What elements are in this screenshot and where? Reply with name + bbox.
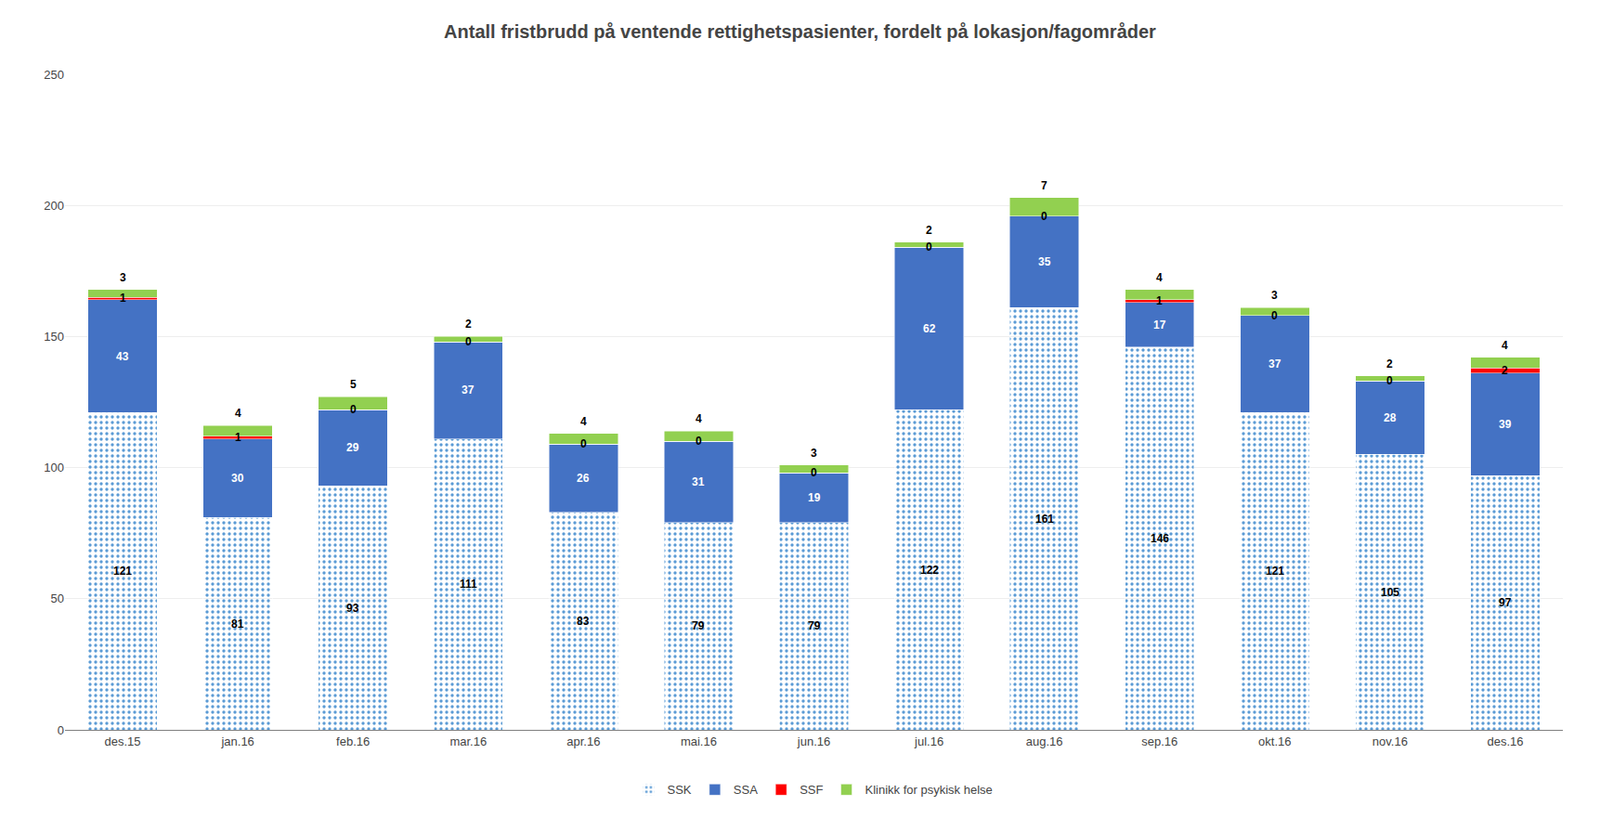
svg-text:4: 4 [234,406,242,420]
svg-text:SSK: SSK [667,782,692,797]
svg-text:62: 62 [923,322,937,336]
svg-text:50: 50 [51,591,65,606]
svg-text:jun.16: jun.16 [796,734,831,749]
svg-text:jul.16: jul.16 [913,734,944,749]
svg-text:19: 19 [807,491,821,505]
svg-text:100: 100 [43,460,65,475]
svg-text:2: 2 [465,317,472,331]
svg-text:1: 1 [1156,294,1163,308]
svg-text:37: 37 [1268,357,1282,371]
svg-text:31: 31 [691,475,705,489]
svg-text:161: 161 [1035,512,1054,526]
svg-text:SSA: SSA [733,782,758,797]
svg-text:des.15: des.15 [104,734,142,749]
svg-text:0: 0 [810,466,818,480]
svg-text:79: 79 [807,619,821,633]
svg-text:150: 150 [43,329,65,344]
svg-text:mai.16: mai.16 [680,734,717,749]
svg-text:2: 2 [1386,357,1393,371]
svg-text:0: 0 [1040,209,1048,223]
svg-text:17: 17 [1153,318,1167,332]
svg-text:43: 43 [116,350,130,364]
svg-text:Antall fristbrudd på ventende: Antall fristbrudd på ventende rettighets… [443,21,1157,42]
svg-text:37: 37 [461,383,475,397]
svg-text:sep.16: sep.16 [1141,734,1178,749]
svg-text:2: 2 [1501,364,1509,378]
svg-text:1: 1 [234,430,242,444]
svg-text:81: 81 [231,617,245,631]
svg-text:4: 4 [1156,271,1163,285]
svg-text:121: 121 [1265,564,1285,578]
svg-text:105: 105 [1380,585,1400,599]
svg-text:2: 2 [925,223,933,237]
svg-text:0: 0 [350,403,357,417]
svg-text:4: 4 [1501,338,1509,352]
svg-text:121: 121 [113,564,132,578]
svg-text:93: 93 [346,601,360,615]
svg-text:146: 146 [1150,532,1170,546]
svg-text:des.16: des.16 [1486,734,1523,749]
svg-text:83: 83 [576,614,590,628]
svg-text:97: 97 [1498,596,1512,610]
svg-text:SSF: SSF [799,782,823,797]
svg-text:0: 0 [57,723,65,738]
svg-text:35: 35 [1038,255,1052,269]
svg-text:1: 1 [119,291,127,305]
svg-text:7: 7 [1040,179,1048,193]
svg-text:5: 5 [350,377,357,391]
svg-text:Klinikk for psykisk helse: Klinikk for psykisk helse [865,782,993,797]
svg-text:0: 0 [695,434,703,448]
svg-text:4: 4 [580,415,587,429]
svg-text:aug.16: aug.16 [1026,734,1064,749]
svg-text:mar.16: mar.16 [449,734,487,749]
svg-text:111: 111 [459,577,478,591]
svg-text:39: 39 [1498,417,1512,431]
svg-text:0: 0 [1386,374,1393,388]
svg-text:3: 3 [1271,288,1278,302]
svg-text:3: 3 [119,271,127,285]
svg-text:29: 29 [346,441,360,455]
svg-text:79: 79 [691,619,705,633]
svg-text:250: 250 [43,67,65,82]
svg-text:0: 0 [925,240,933,254]
svg-text:apr.16: apr.16 [566,734,600,749]
svg-text:4: 4 [695,412,703,426]
svg-text:0: 0 [465,335,472,349]
svg-text:feb.16: feb.16 [336,734,370,749]
svg-text:28: 28 [1383,411,1397,425]
svg-text:0: 0 [580,437,587,451]
svg-text:200: 200 [43,198,65,213]
svg-text:30: 30 [231,471,245,485]
svg-text:3: 3 [810,446,818,460]
svg-text:122: 122 [920,563,939,577]
svg-text:26: 26 [576,471,590,485]
svg-text:nov.16: nov.16 [1372,734,1408,749]
svg-text:okt.16: okt.16 [1258,734,1291,749]
svg-text:jan.16: jan.16 [220,734,254,749]
svg-text:0: 0 [1271,309,1278,323]
